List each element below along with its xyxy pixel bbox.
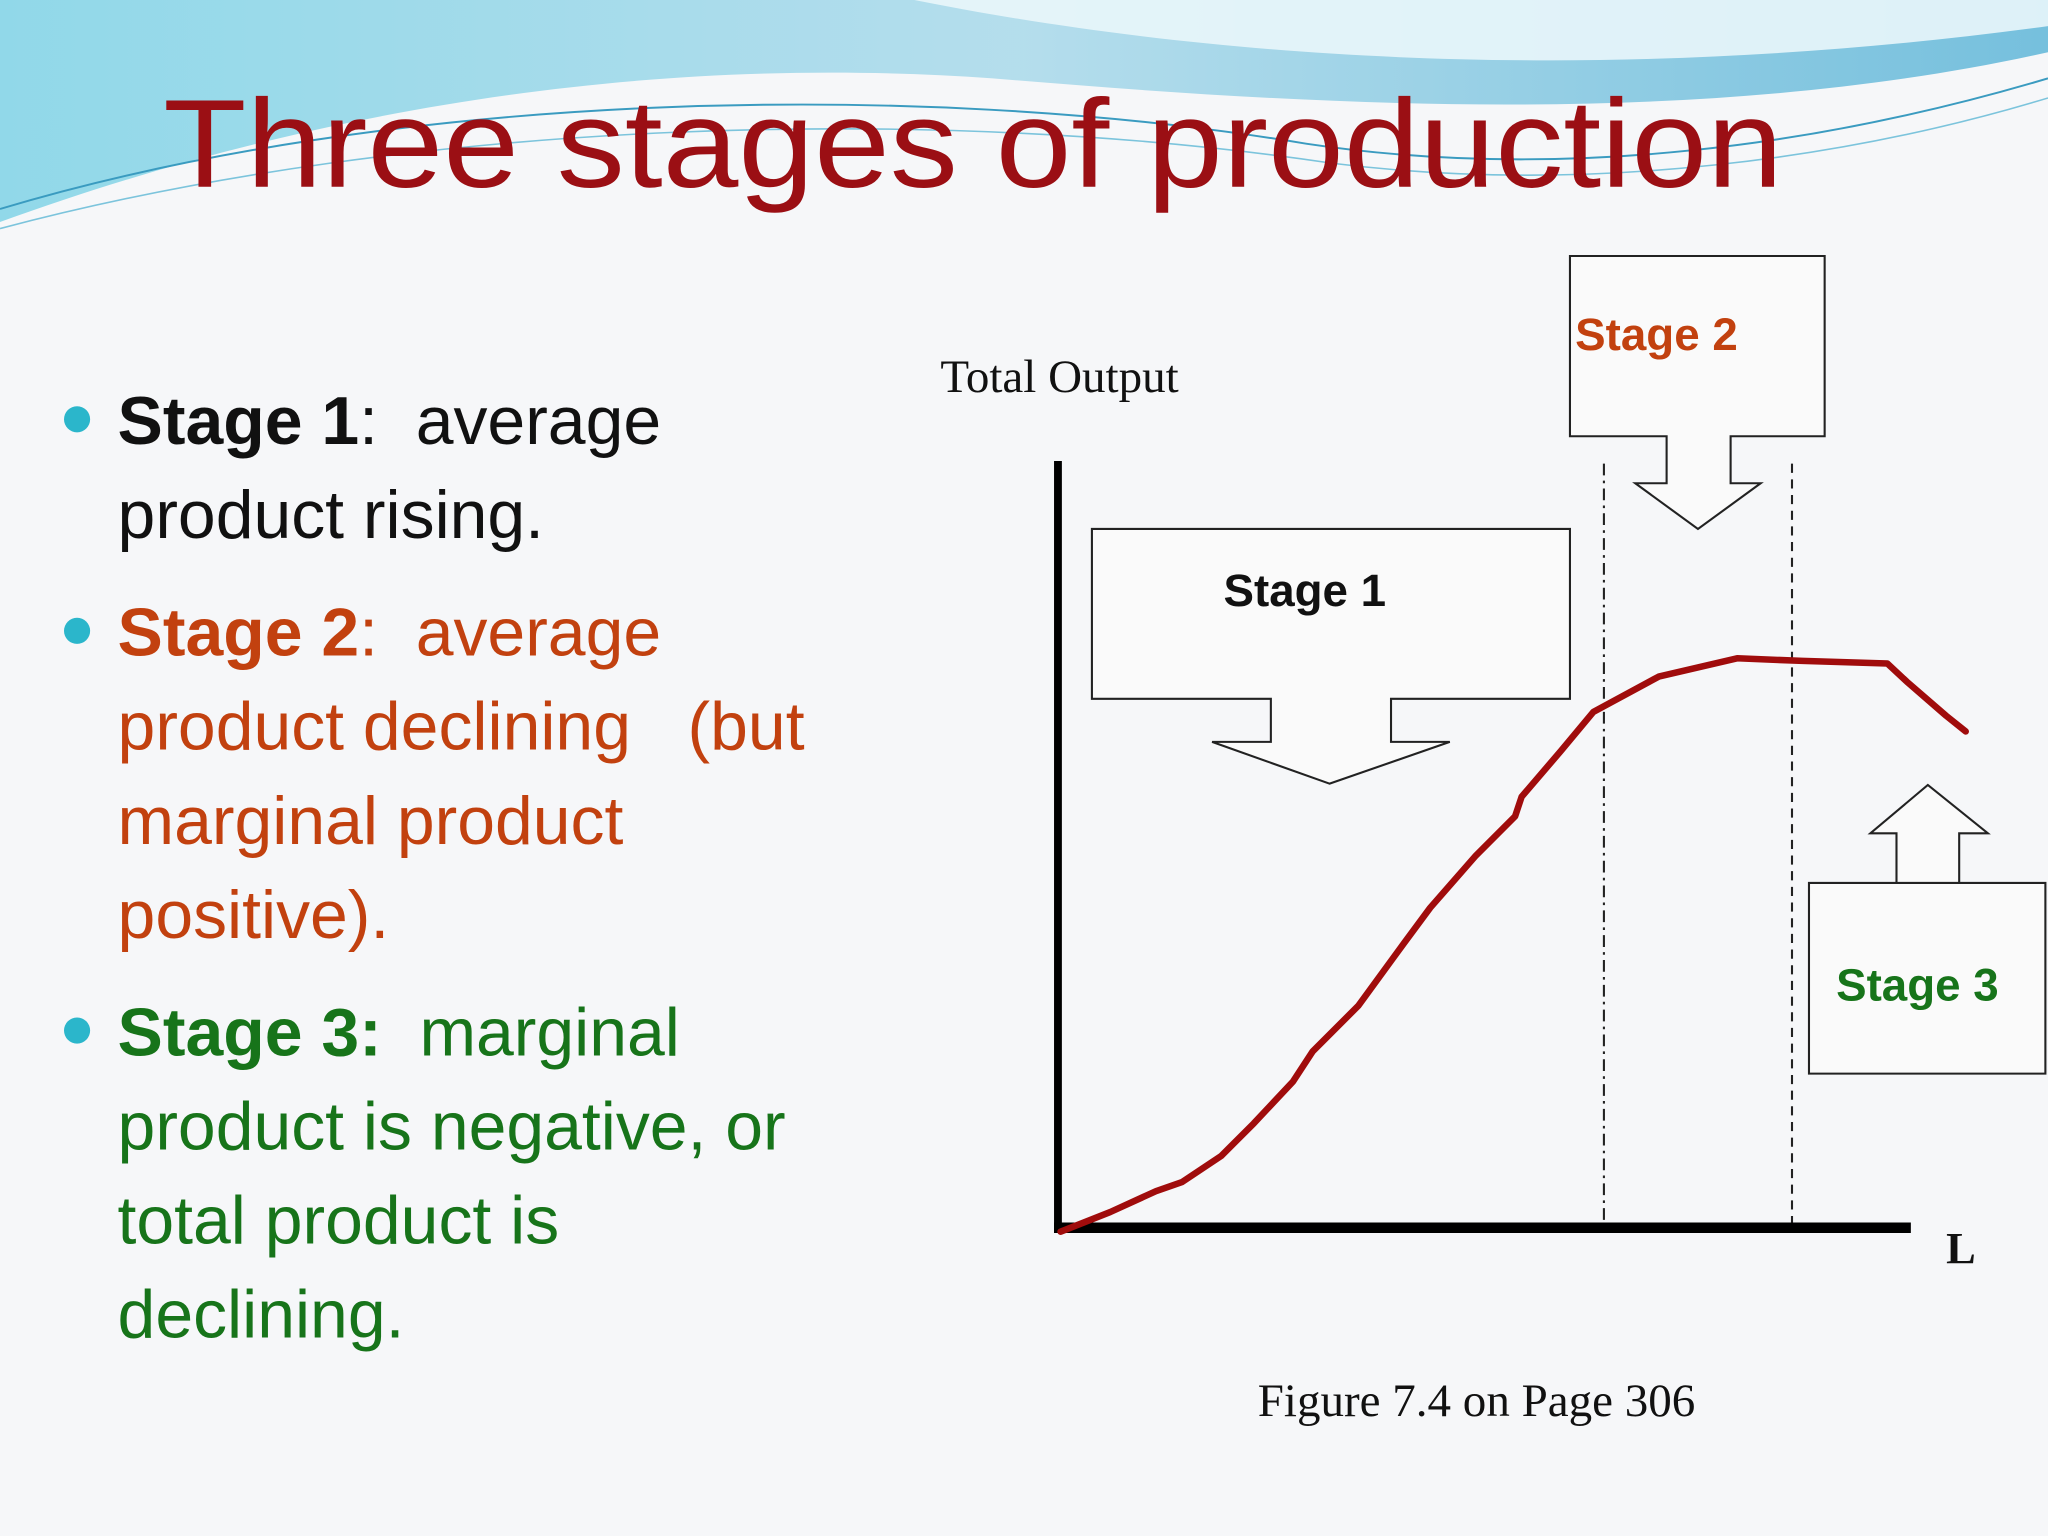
header-swoosh: [914, 0, 2048, 61]
diagram: Stage 1 Stage 2 Stage 3 Total Output L F…: [940, 254, 2047, 1427]
bullet-list: Stage 1: average product rising.Stage 2: …: [64, 384, 805, 1352]
y-axis-label: Total Output: [940, 351, 1178, 403]
callout-box: [1807, 783, 2047, 1075]
bullet-label: Stage 1: [118, 384, 360, 459]
header-line: [0, 77, 2048, 210]
bullet-label: Stage 2: [118, 596, 360, 671]
header-line: [0, 97, 2048, 230]
bullet-line: total product is: [118, 1183, 560, 1258]
bullet-text: Stage 3: marginal product is negative, or…: [118, 995, 786, 1352]
bullet-dot: [64, 617, 91, 644]
bullet-line: : average: [359, 384, 661, 459]
figure-caption: Figure 7.4 on Page 306: [1258, 1375, 1695, 1427]
bullet-line: marginal product: [118, 784, 624, 859]
bullet-dot: [64, 1017, 91, 1044]
bullet-line: product rising.: [118, 478, 545, 553]
bullet-text: Stage 2: average product declining (but ma…: [118, 596, 805, 953]
bullet-line: product declining (but: [118, 690, 805, 765]
bullet-line: positive).: [118, 878, 390, 953]
bullet-label: Stage 3:: [118, 995, 382, 1070]
bullet-dot: [64, 406, 91, 433]
callout-box: [1568, 254, 1826, 531]
bullet-line: : average: [359, 596, 661, 671]
total-output-curve: [1057, 655, 1969, 1235]
callout-label: Stage 2: [1575, 309, 1738, 360]
bullet-text: Stage 1: average product rising.: [118, 384, 662, 553]
bullet-line: declining.: [118, 1277, 405, 1352]
x-axis-label: L: [1946, 1223, 1976, 1273]
bullet-line: product is negative, or: [118, 1089, 786, 1164]
slide-title: Three stages of production: [163, 73, 1783, 214]
callout-box: [1090, 527, 1572, 785]
callout-label: Stage 1: [1224, 565, 1387, 616]
bullet-line: marginal: [382, 995, 680, 1070]
callout-label: Stage 3: [1836, 959, 1999, 1010]
